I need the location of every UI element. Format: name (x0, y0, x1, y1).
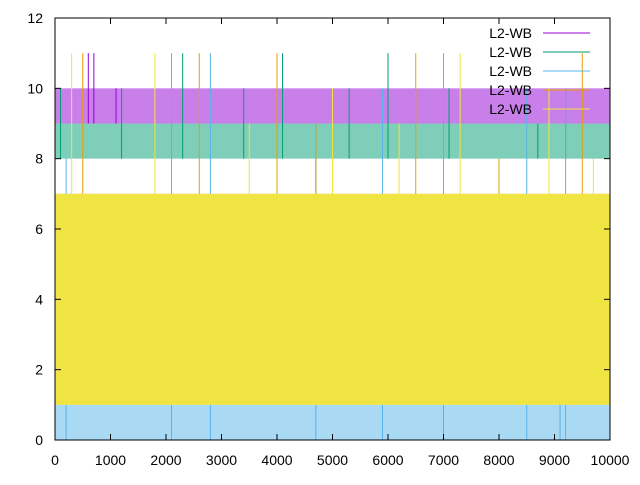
legend-label: L2-WB (489, 63, 532, 79)
y-tick-label: 0 (35, 432, 43, 448)
legend-label: L2-WB (489, 25, 532, 41)
x-tick-label: 0 (51, 452, 59, 468)
x-tick-label: 3000 (206, 452, 237, 468)
legend-label: L2-WB (489, 82, 532, 98)
axis-layer: 0 1000 2000 3000 4000 5000 6000 7000 8000 9000 100… (27, 10, 629, 468)
x-tick-label: 8000 (483, 452, 514, 468)
x-tick-label: 6000 (372, 452, 403, 468)
y-tick-label: 4 (35, 291, 43, 307)
x-tick-label: 1000 (95, 452, 126, 468)
legend-label: L2-WB (489, 101, 532, 117)
x-tick-label: 5000 (317, 452, 348, 468)
legend-label: L2-WB (489, 44, 532, 60)
y-tick-label: 2 (35, 362, 43, 378)
y-tick-label: 8 (35, 151, 43, 167)
series-layer (55, 53, 610, 440)
y-tick-label: 10 (27, 80, 43, 96)
legend-item: L2-WB (489, 25, 590, 41)
x-tick-label: 4000 (261, 452, 292, 468)
series-5 (55, 53, 610, 405)
legend: L2-WB L2-WB L2-WB L2-WB L2-WB (489, 25, 590, 117)
legend-item: L2-WB (489, 44, 590, 60)
legend-item: L2-WB (489, 101, 590, 117)
x-tick-label: 2000 (150, 452, 181, 468)
x-tick-label: 9000 (539, 452, 570, 468)
legend-item: L2-WB (489, 63, 590, 79)
x-tick-label: 7000 (428, 452, 459, 468)
x-tick-label: 10000 (591, 452, 630, 468)
legend-item: L2-WB (489, 82, 590, 98)
y-tick-label: 12 (27, 10, 43, 26)
y-tick-label: 6 (35, 221, 43, 237)
